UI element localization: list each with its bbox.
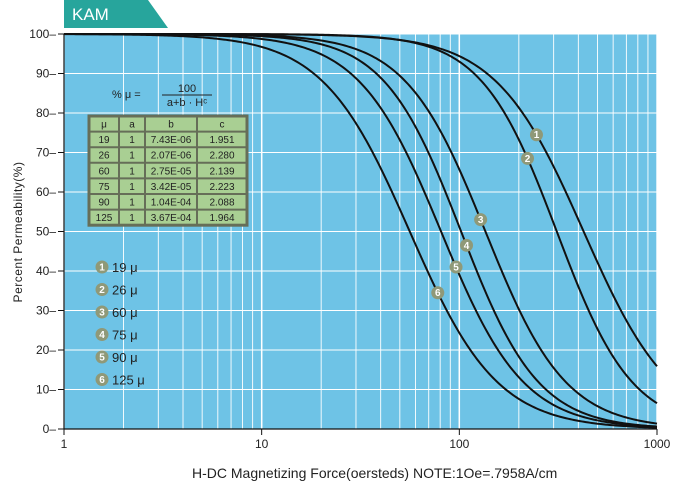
curve-marker-3 (474, 213, 488, 227)
table-header-cell: b (168, 120, 174, 131)
table-cell: 90 (98, 198, 110, 209)
legend-label: 26 μ (112, 283, 138, 298)
legend-label: 19 μ (112, 260, 138, 275)
legend-label: 125 μ (112, 373, 145, 388)
formula-lhs: % μ = (112, 89, 141, 101)
curve-marker-label: 6 (435, 288, 441, 299)
table-cell: 7.43E-06 (151, 135, 192, 146)
table-cell: 1 (129, 151, 135, 162)
table-cell: 1 (129, 135, 135, 146)
table-header-cell: c (220, 120, 225, 131)
table-cell: 3.42E-05 (151, 182, 192, 193)
y-tick-label: 90– (36, 67, 56, 81)
y-tick-label: 100– (29, 27, 56, 41)
y-tick-label: 60– (36, 185, 56, 199)
table-cell: 1 (129, 166, 135, 177)
table-cell: 1 (129, 182, 135, 193)
y-tick-label: 10– (36, 383, 56, 397)
curve-marker-label: 3 (478, 215, 484, 226)
tick-labels: 0– 10– 20– 30– 40– 50– 60– 70– 80– 90– 100– 1 10 100 1… (29, 27, 670, 451)
table-cell: 26 (98, 151, 110, 162)
legend-marker-6 (95, 373, 109, 386)
legend-marker-4 (95, 328, 109, 341)
x-tick-label: 100 (449, 437, 469, 451)
table-cell: 75 (98, 182, 110, 193)
curve-marker-6 (431, 286, 445, 300)
legend-marker-label: 1 (99, 263, 105, 274)
curve-marker-4 (460, 238, 474, 252)
table-cell: 1.951 (209, 135, 234, 146)
curve-marker-label: 2 (525, 154, 531, 165)
x-tick-label: 1000 (644, 437, 671, 451)
table-cell: 60 (98, 166, 110, 177)
curve-marker-label: 4 (464, 241, 470, 252)
formula: % μ = 100 a+b · Hᶜ (112, 83, 212, 109)
table-frame (87, 114, 249, 227)
table-cell: 3.67E-04 (151, 213, 192, 224)
table-cell: 1.964 (209, 213, 234, 224)
curve-marker-5 (449, 260, 463, 274)
y-tick-label: 0– (43, 422, 57, 436)
y-tick-label: 50– (36, 225, 56, 239)
table-cell: 2.75E-05 (151, 166, 192, 177)
legend-marker-1 (95, 260, 109, 274)
legend-marker-label: 4 (99, 330, 105, 341)
table-cell: 2.088 (209, 198, 234, 209)
curves (63, 33, 658, 429)
formula-numerator: 100 (178, 83, 196, 95)
table-cell: 2.139 (209, 166, 234, 177)
legend-marker-label: 5 (99, 353, 105, 364)
table-cell: 2.07E-06 (151, 151, 192, 162)
curve-marker-1 (529, 128, 543, 142)
y-tick-label: 30– (36, 304, 56, 318)
legend-label: 75 μ (112, 328, 138, 343)
curve-markers: 1 2 3 45 6 (431, 128, 543, 300)
legend-marker-label: 3 (99, 308, 105, 319)
x-axis-title: H-DC Magnetizing Force(oersteds) NOTE:1O… (192, 465, 557, 481)
curve-6 (63, 33, 658, 429)
y-tick-label: 70– (36, 146, 56, 160)
table-cell: 19 (98, 135, 110, 146)
table-cell: 125 (96, 213, 113, 224)
table-header-cell: a (129, 120, 135, 131)
legend-label: 90 μ (112, 350, 138, 365)
table-cell: 2.280 (209, 151, 234, 162)
curve-marker-2 (521, 151, 535, 165)
y-tick-label: 40– (36, 264, 56, 278)
y-axis-title: Percent Permeability(%) (11, 162, 25, 303)
legend-marker-label: 6 (99, 375, 105, 386)
formula-denominator: a+b · Hᶜ (167, 97, 207, 109)
table-cell: 2.223 (209, 182, 234, 193)
legend-marker-3 (95, 305, 109, 319)
y-tick-label: 20– (36, 343, 56, 357)
legend: 1 19 μ 2 26 μ 3 60 μ 4 75 μ 5 90 μ 6 125 μ (95, 260, 145, 388)
legend-label: 60 μ (112, 305, 138, 320)
table-cell: 1 (129, 198, 135, 209)
legend-marker-2 (95, 283, 109, 296)
y-tick-label: 80– (36, 106, 56, 120)
table-header-cell: μ (101, 120, 107, 131)
curve-marker-label: 1 (534, 130, 540, 141)
x-tick-label: 1 (61, 437, 68, 451)
table-cell: 1 (129, 213, 135, 224)
legend-marker-5 (95, 350, 109, 364)
x-tick-label: 10 (255, 437, 269, 451)
header-tag-bg (64, 0, 168, 28)
header-tag: KAM (72, 5, 109, 24)
curve-marker-label: 5 (453, 263, 459, 274)
table-cell: 1.04E-04 (151, 198, 192, 209)
legend-marker-label: 2 (99, 285, 105, 296)
